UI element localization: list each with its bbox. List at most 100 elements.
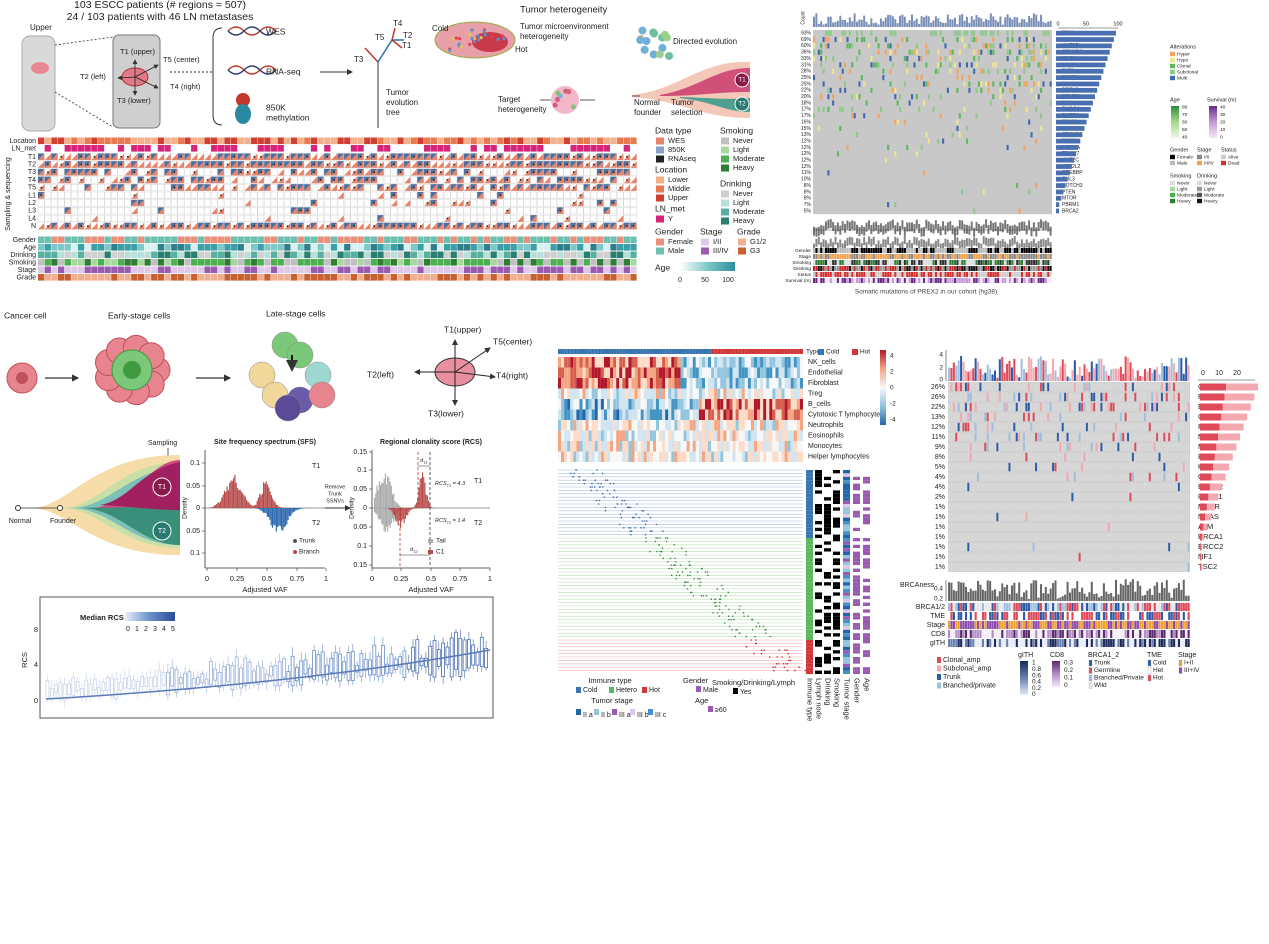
cell	[44, 184, 52, 192]
annot-cell	[910, 278, 914, 283]
ith-bar	[987, 238, 990, 247]
cell	[443, 137, 451, 145]
annot-cell	[1030, 266, 1033, 271]
cell	[497, 207, 504, 215]
cell	[77, 199, 85, 207]
annot-cell	[858, 254, 861, 259]
cell	[117, 199, 125, 207]
cell	[483, 236, 491, 244]
cell-dot	[473, 186, 475, 189]
cell	[610, 191, 617, 199]
cell	[197, 137, 204, 145]
cell	[197, 266, 204, 274]
cell	[937, 62, 940, 68]
cell	[124, 184, 131, 192]
box	[105, 677, 110, 691]
hist-bar	[277, 505, 279, 508]
cell	[1044, 68, 1047, 74]
cell-dot	[326, 225, 329, 228]
cell-mark	[537, 161, 544, 168]
cell-mark	[583, 222, 591, 230]
cell	[204, 191, 211, 199]
annot-cell	[1030, 260, 1033, 265]
top-bar	[877, 24, 880, 27]
label: 0.15	[353, 449, 367, 456]
cell-mark	[404, 176, 411, 184]
annot-cell	[1037, 260, 1040, 265]
label: Tail	[436, 538, 446, 545]
annot-cell	[844, 260, 847, 265]
cell-mark	[157, 222, 165, 230]
cell-mark	[443, 161, 451, 168]
side-bar	[1056, 189, 1064, 195]
annot-cell	[856, 260, 859, 265]
cell	[820, 43, 823, 49]
cell-dot	[566, 217, 569, 220]
cell	[430, 266, 437, 274]
cell-dot	[506, 179, 509, 181]
cell	[190, 199, 198, 207]
cell	[277, 244, 284, 251]
legend-swatch	[1197, 186, 1202, 192]
cell-mark	[97, 176, 105, 184]
cell	[483, 137, 491, 145]
cell	[450, 244, 457, 251]
cell	[1044, 43, 1047, 49]
cell-mark	[157, 161, 165, 168]
top-bar	[841, 19, 844, 27]
cell	[304, 199, 311, 207]
cell	[370, 251, 378, 259]
cell	[164, 207, 171, 215]
cell	[457, 191, 464, 199]
annot-cell	[856, 278, 859, 283]
cell	[71, 244, 78, 251]
label: Hypo	[1177, 57, 1189, 63]
annot-cell	[982, 278, 985, 283]
cell-mark	[44, 176, 51, 184]
top-bar	[891, 16, 894, 27]
cell	[57, 244, 65, 251]
label: 60	[1182, 119, 1188, 125]
annot-cell	[875, 260, 878, 265]
cell-mark	[184, 161, 191, 168]
cell	[157, 184, 165, 192]
cell-dot	[206, 225, 209, 228]
cell-mark	[510, 161, 517, 168]
cell-mark	[570, 199, 577, 207]
cell-dot	[246, 171, 249, 174]
cell-dot	[87, 225, 89, 228]
annot-cell	[1035, 266, 1038, 271]
annot-cell	[1018, 278, 1021, 283]
cell	[224, 236, 231, 244]
cell-dot	[80, 225, 83, 228]
cell-mark	[304, 184, 311, 191]
cell-mark	[144, 222, 151, 230]
cell-mark	[337, 192, 344, 199]
side-bar	[1056, 202, 1060, 207]
top-bar	[963, 20, 966, 27]
cell-mark	[537, 153, 544, 161]
cell-mark	[377, 215, 384, 222]
cell	[164, 244, 171, 251]
cell	[177, 274, 185, 281]
cell-mark	[111, 176, 118, 184]
cell	[1032, 43, 1035, 49]
top-bar	[899, 15, 902, 27]
cell-dot	[333, 179, 336, 181]
cell	[920, 56, 923, 62]
label: Smoking	[9, 259, 36, 266]
cell	[377, 251, 384, 259]
cell-mark	[503, 176, 511, 184]
cell	[370, 274, 378, 281]
cell	[137, 168, 145, 176]
cell-mark	[264, 222, 271, 230]
cell	[949, 62, 952, 68]
cell-dot	[213, 225, 216, 228]
cell	[377, 145, 384, 152]
cell	[330, 244, 338, 251]
hist-bar	[423, 476, 425, 508]
annot-cell	[918, 266, 921, 271]
cell	[151, 244, 158, 251]
cell	[377, 236, 384, 244]
cell	[1025, 30, 1028, 36]
